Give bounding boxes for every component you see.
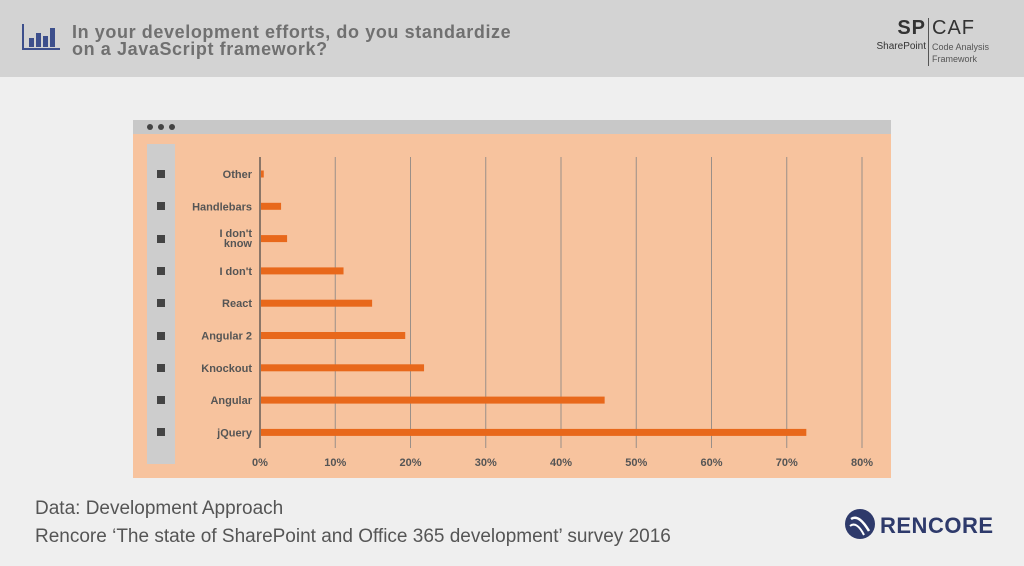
x-tick-label: 30% bbox=[475, 457, 497, 469]
rencore-logo-text: RENCORE bbox=[880, 513, 994, 538]
x-tick-label: 60% bbox=[700, 457, 722, 469]
x-tick-label: 70% bbox=[776, 457, 798, 469]
footer-data-source: Data: Development Approach bbox=[35, 498, 284, 519]
x-tick-label: 50% bbox=[625, 457, 647, 469]
category-label: Handlebars bbox=[192, 201, 252, 213]
page-title: In your development efforts, do you stan… bbox=[72, 22, 672, 59]
header-banner: In your development efforts, do you stan… bbox=[0, 0, 1024, 77]
sp-logo: SP SharePoint bbox=[872, 18, 926, 53]
window-dot-icon bbox=[147, 124, 153, 130]
category-label: React bbox=[222, 298, 252, 310]
category-label: jQuery bbox=[216, 427, 253, 439]
page-title-line-2: on a JavaScript framework? bbox=[72, 39, 328, 59]
sidebar-bullet-icon bbox=[157, 396, 165, 405]
sidebar-bullet-icon bbox=[157, 202, 165, 211]
sidebar-bullet-icon bbox=[157, 363, 165, 372]
bar bbox=[261, 202, 282, 210]
bar bbox=[261, 364, 425, 372]
window-dot-icon bbox=[158, 124, 164, 130]
rencore-logo-icon bbox=[845, 509, 875, 539]
bar bbox=[261, 170, 264, 178]
window-title-bar bbox=[133, 120, 891, 134]
bar bbox=[261, 299, 373, 307]
footer-survey-credit: Rencore ‘The state of SharePoint and Off… bbox=[35, 526, 671, 547]
sidebar-bullet-icon bbox=[157, 428, 165, 437]
caf-logo: CAF Code Analysis Framework bbox=[932, 18, 989, 65]
caf-logo-caption-2: Framework bbox=[932, 54, 978, 64]
x-tick-label: 80% bbox=[851, 457, 873, 469]
category-label: Knockout bbox=[201, 363, 252, 375]
category-label: I don't bbox=[219, 266, 252, 278]
sidebar-bullet-icon bbox=[157, 299, 165, 308]
category-label: Angular bbox=[210, 395, 252, 407]
bar bbox=[261, 428, 807, 436]
caf-logo-caption-1: Code Analysis bbox=[932, 42, 990, 52]
bar bbox=[261, 332, 406, 339]
window-sidebar bbox=[147, 144, 175, 464]
chart-window: 0% 10% 20% 30% 40% 50% 60% 70% 80% Other Handlebar… bbox=[133, 120, 891, 478]
bar bbox=[261, 267, 344, 275]
bar-chart: 0% 10% 20% 30% 40% 50% 60% 70% 80% Other Handlebar… bbox=[192, 157, 873, 469]
sp-logo-text: SP bbox=[897, 17, 926, 39]
logo-divider bbox=[928, 18, 929, 66]
sidebar-bullet-icon bbox=[157, 234, 165, 243]
x-tick-label: 40% bbox=[550, 457, 572, 469]
window-dot-icon bbox=[169, 124, 175, 130]
bar-chart-icon bbox=[22, 24, 60, 50]
caf-logo-text: CAF bbox=[932, 17, 975, 39]
sidebar-bullet-icon bbox=[157, 266, 165, 275]
category-label: I don't know bbox=[219, 228, 252, 250]
bar bbox=[261, 235, 288, 243]
category-label: Angular 2 bbox=[201, 331, 252, 343]
sidebar-bullet-icon bbox=[157, 331, 165, 340]
x-tick-label: 10% bbox=[324, 457, 346, 469]
bar bbox=[261, 396, 605, 404]
sidebar-bullet-icon bbox=[157, 170, 165, 178]
category-label: Other bbox=[223, 169, 253, 181]
x-tick-label: 20% bbox=[399, 457, 421, 469]
x-tick-label: 0% bbox=[252, 457, 268, 469]
page-title-line-1: In your development efforts, do you stan… bbox=[72, 22, 512, 42]
sp-logo-caption: SharePoint bbox=[876, 41, 926, 52]
